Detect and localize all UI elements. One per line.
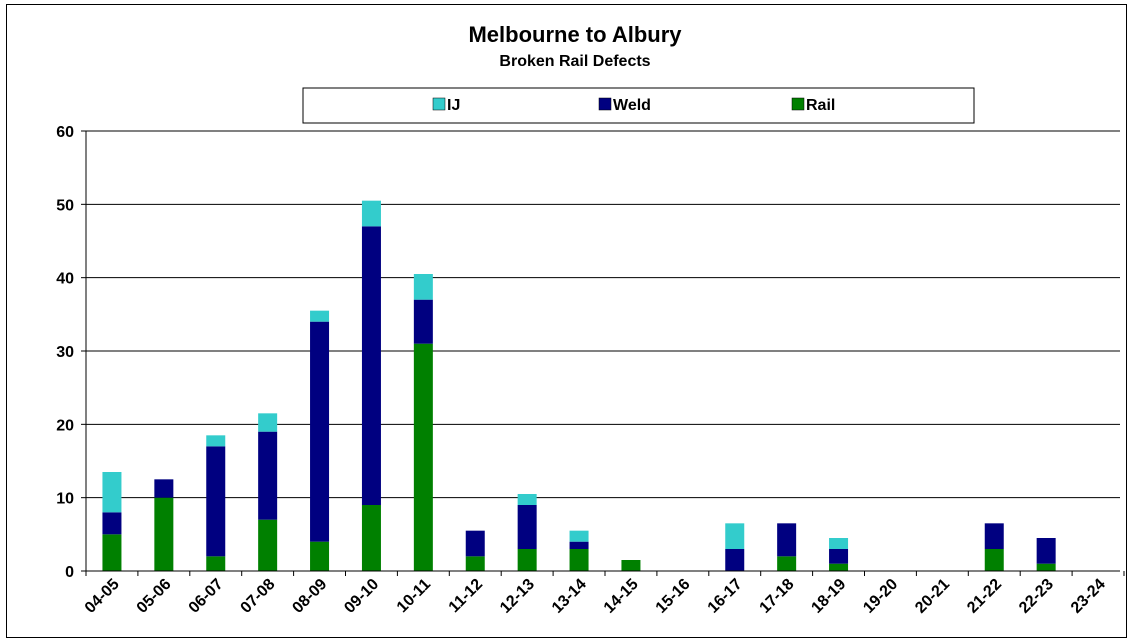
x-tick-label-06-07: 06-07 [186,576,227,617]
legend-swatch-ij [432,97,446,111]
y-tick-labels: 0 10 20 30 40 50 60 [56,124,74,581]
x-tick-label-20-21: 20-21 [912,576,953,617]
bar-weld-06-07 [206,446,226,557]
bar-rail-06-07 [206,556,226,571]
x-tick-label-22-23: 22-23 [1016,576,1057,617]
bar-rail-13-14 [569,549,589,571]
bar-weld-16-17 [725,549,745,571]
x-tick-label-14-15: 14-15 [601,576,642,617]
x-tick-label-15-16: 15-16 [653,576,694,617]
y-tick-label-30: 30 [56,344,74,361]
bar-ij-06-07 [206,435,226,447]
bar-ij-07-08 [258,413,278,432]
bar-weld-18-19 [829,549,849,564]
x-tick-label-11-12: 11-12 [446,576,486,616]
legend: IJ Weld Rail [302,87,975,124]
y-tick-label-0: 0 [65,564,74,581]
legend-box [302,87,975,124]
bar-rail-10-11 [413,343,433,571]
bar-ij-16-17 [725,523,745,549]
y-tick-label-10: 10 [56,491,74,508]
x-tick-labels: 04-05 05-06 06-07 07-08 08-09 09-10 10-11 11-12… [82,576,1109,617]
x-tick-label-13-14: 13-14 [549,576,590,617]
bar-weld-10-11 [413,299,433,344]
bar-weld-13-14 [569,541,589,549]
legend-swatch-weld [598,97,612,111]
x-tick-label-19-20: 19-20 [860,576,901,617]
axes [81,130,1125,576]
y-tick-label-40: 40 [56,271,74,288]
bars [102,200,1056,571]
bar-ij-10-11 [413,274,433,300]
bar-weld-22-23 [1036,538,1056,564]
x-tick-label-05-06: 05-06 [134,576,175,617]
bar-weld-09-10 [361,226,381,506]
bar-rail-07-08 [258,519,278,571]
bar-rail-04-05 [102,534,122,571]
legend-label-weld: Weld [613,97,651,114]
bar-ij-04-05 [102,472,122,513]
bar-ij-08-09 [310,310,330,322]
x-tick-label-07-08: 07-08 [238,576,279,617]
x-tick-label-12-13: 12-13 [497,576,538,617]
x-tick-label-09-10: 09-10 [341,576,382,617]
legend-swatch-rail [791,97,805,111]
x-tick-label-10-11: 10-11 [394,576,434,616]
bar-weld-17-18 [777,523,797,557]
x-tick-label-16-17: 16-17 [705,576,746,617]
bar-rail-11-12 [465,556,485,571]
legend-label-ij: IJ [447,97,460,114]
gridlines [86,130,1120,499]
bar-ij-12-13 [517,494,537,505]
bar-rail-17-18 [777,556,797,571]
bar-rail-05-06 [154,497,174,571]
bar-ij-18-19 [829,538,849,549]
y-tick-label-50: 50 [56,197,74,214]
bar-weld-11-12 [465,530,485,557]
y-tick-label-60: 60 [56,124,74,141]
bar-weld-21-22 [984,523,1004,549]
bar-ij-13-14 [569,530,589,542]
chart-title: Melbourne to Albury [468,22,682,47]
bar-rail-18-19 [829,563,849,571]
bar-ij-09-10 [361,200,381,227]
x-tick-label-08-09: 08-09 [289,576,330,617]
bar-weld-07-08 [258,431,278,520]
x-tick-label-04-05: 04-05 [82,576,123,617]
x-tick-label-17-18: 17-18 [757,576,798,617]
bar-rail-22-23 [1036,563,1056,571]
x-tick-label-23-24: 23-24 [1068,576,1109,617]
bar-rail-09-10 [361,505,381,571]
bar-weld-04-05 [102,512,122,535]
chart-subtitle: Broken Rail Defects [499,53,650,70]
legend-label-rail: Rail [806,97,835,114]
bar-rail-12-13 [517,549,537,571]
bar-rail-14-15 [621,560,641,571]
bar-weld-08-09 [310,321,330,542]
bar-weld-05-06 [154,479,174,498]
x-tick-label-18-19: 18-19 [808,576,849,617]
bar-rail-21-22 [984,549,1004,571]
bar-rail-08-09 [310,541,330,571]
x-tick-label-21-22: 21-22 [964,576,1005,617]
bar-weld-12-13 [517,505,537,549]
y-tick-label-20: 20 [56,417,74,434]
